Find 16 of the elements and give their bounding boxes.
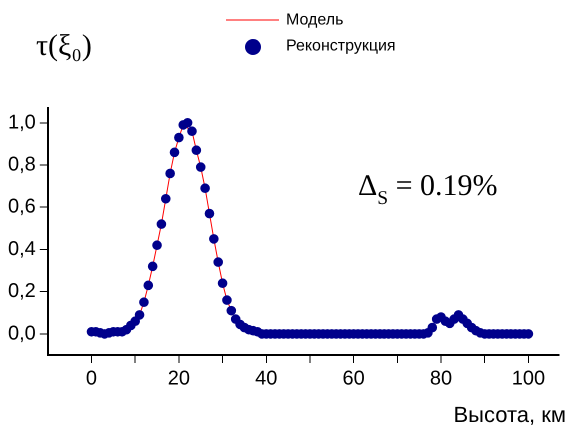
y-tick-label: 1,0 (8, 111, 36, 134)
x-tick-label: 40 (255, 368, 278, 390)
legend-label: Модель (286, 11, 344, 28)
y-tick-label: 0,8 (8, 154, 36, 176)
y-axis-title: τ(ξ₀) (36, 29, 92, 62)
y-tick-label: 0,4 (8, 238, 36, 260)
x-tick-label: 60 (342, 368, 365, 390)
y-tick-label: 0,6 (8, 196, 36, 218)
x-tick-label: 100 (512, 368, 546, 390)
y-tick-label: 0,0 (8, 322, 36, 344)
x-tick-label: 0 (86, 368, 98, 390)
x-tick-label: 80 (430, 368, 452, 390)
y-tick-label: 0,2 (8, 280, 36, 302)
legend-label: Реконструкция (286, 37, 396, 54)
x-axis-title: Высота, км (453, 402, 566, 427)
x-tick-label: 20 (168, 368, 190, 390)
